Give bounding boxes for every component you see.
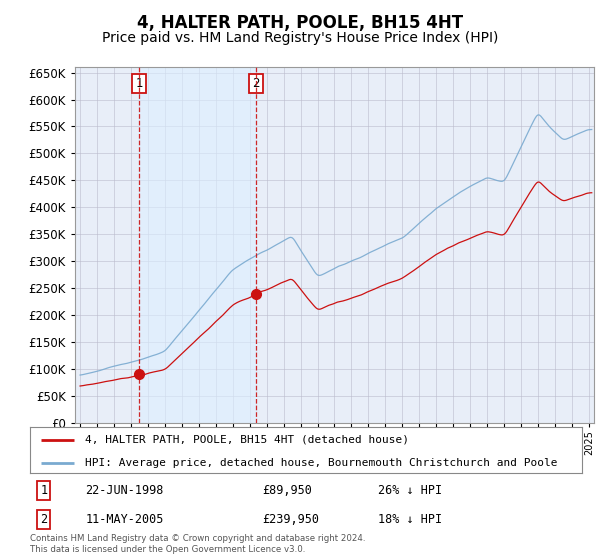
Text: 2: 2 bbox=[40, 512, 47, 526]
Text: 26% ↓ HPI: 26% ↓ HPI bbox=[378, 484, 442, 497]
Text: 2: 2 bbox=[252, 77, 260, 90]
Text: £89,950: £89,950 bbox=[262, 484, 312, 497]
Text: £239,950: £239,950 bbox=[262, 512, 319, 526]
Text: HPI: Average price, detached house, Bournemouth Christchurch and Poole: HPI: Average price, detached house, Bour… bbox=[85, 458, 558, 468]
Bar bbox=[139, 67, 256, 423]
Text: 18% ↓ HPI: 18% ↓ HPI bbox=[378, 512, 442, 526]
Text: 4, HALTER PATH, POOLE, BH15 4HT (detached house): 4, HALTER PATH, POOLE, BH15 4HT (detache… bbox=[85, 435, 409, 445]
Text: 1: 1 bbox=[135, 77, 143, 90]
Text: Price paid vs. HM Land Registry's House Price Index (HPI): Price paid vs. HM Land Registry's House … bbox=[102, 31, 498, 45]
Text: 1: 1 bbox=[40, 484, 47, 497]
Text: Contains HM Land Registry data © Crown copyright and database right 2024.
This d: Contains HM Land Registry data © Crown c… bbox=[30, 534, 365, 554]
Text: 22-JUN-1998: 22-JUN-1998 bbox=[85, 484, 164, 497]
Text: 4, HALTER PATH, POOLE, BH15 4HT: 4, HALTER PATH, POOLE, BH15 4HT bbox=[137, 14, 463, 32]
Text: 11-MAY-2005: 11-MAY-2005 bbox=[85, 512, 164, 526]
